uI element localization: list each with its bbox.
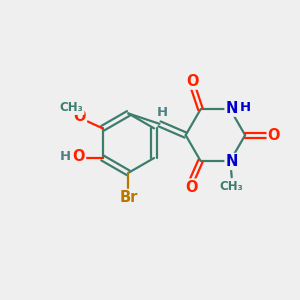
- Text: Br: Br: [120, 190, 138, 205]
- Text: H: H: [60, 150, 71, 163]
- Text: CH₃: CH₃: [60, 101, 83, 114]
- Text: N: N: [226, 154, 238, 169]
- Text: O: O: [268, 128, 280, 142]
- Text: O: O: [74, 109, 86, 124]
- Text: O: O: [186, 74, 199, 89]
- Text: CH₃: CH₃: [220, 180, 244, 193]
- Text: O: O: [73, 149, 85, 164]
- Text: H: H: [156, 106, 167, 119]
- Text: H: H: [240, 100, 251, 113]
- Text: N: N: [226, 101, 238, 116]
- Text: O: O: [185, 179, 198, 194]
